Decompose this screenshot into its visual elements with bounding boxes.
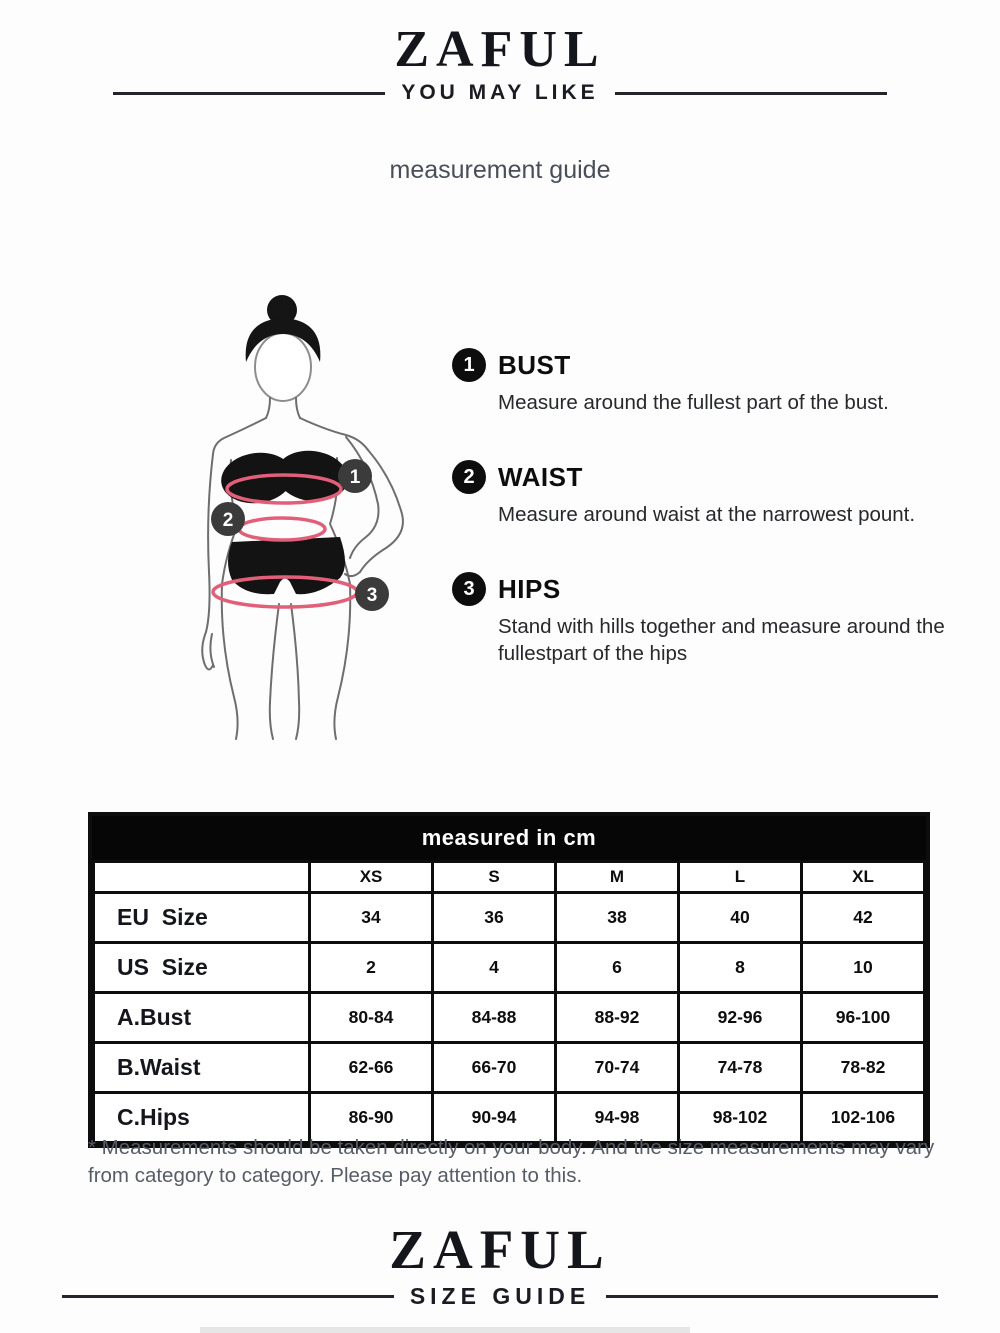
table-cell: 88-92	[554, 991, 680, 1044]
body-figure-illustration: 1 2 3	[201, 295, 404, 740]
figure-marker-1-number: 1	[350, 467, 361, 488]
table-row: EU Size 34 36 38 40 42	[91, 891, 927, 944]
figure-marker-3	[355, 577, 389, 611]
column-header: XL	[799, 860, 927, 894]
column-header: S	[431, 860, 558, 894]
measurement-instructions: 1 BUST Measure around the fullest part o…	[452, 348, 972, 711]
number-badge: 1	[452, 348, 486, 382]
table-cell: 90-94	[431, 1091, 558, 1144]
guide-item-description: Stand with hills together and measure ar…	[498, 615, 945, 666]
column-header: XS	[308, 860, 435, 894]
guide-item-head: 2 WAIST	[452, 460, 972, 495]
figure-hair	[245, 318, 321, 362]
guide-item-waist: 2 WAIST Measure around waist at the narr…	[452, 460, 972, 528]
table-cell: 42	[799, 891, 927, 944]
bust-measure-line	[225, 473, 343, 505]
table-cell: 40	[677, 891, 803, 944]
table-cell: 94-98	[554, 1091, 680, 1144]
table-cell: 78-82	[799, 1041, 927, 1094]
brand-logo: ZAFUL	[389, 1219, 611, 1280]
table-cell: 80-84	[308, 991, 435, 1044]
table-cell: 96-100	[799, 991, 927, 1044]
table-cell: 102-106	[799, 1091, 927, 1144]
header-tagline: YOU MAY LIKE	[401, 81, 599, 104]
table-cell: 10	[799, 941, 927, 994]
size-table-title: measured in cm	[92, 816, 926, 860]
guide-item-head: 3 HIPS	[452, 572, 972, 607]
cropped-bottom-strip	[200, 1327, 690, 1333]
divider-line	[606, 1295, 939, 1298]
table-cell: 34	[308, 891, 435, 944]
table-cell: 74-78	[677, 1041, 803, 1094]
figure-shorts	[228, 537, 345, 595]
guide-item-label: BUST	[498, 349, 571, 380]
guide-item-description: Measure around the fullest part of the b…	[498, 391, 889, 414]
number-badge: 2	[452, 460, 486, 495]
divider-line	[614, 91, 887, 95]
guide-item-hips: 3 HIPS Stand with hills together and mea…	[452, 572, 972, 667]
figure-hair-bun	[267, 295, 297, 325]
figure-marker-2-number: 2	[223, 510, 234, 531]
figure-marker-2	[211, 502, 245, 536]
table-cell: 70-74	[554, 1041, 680, 1094]
footnote: * Measurements should be taken directly …	[88, 1136, 935, 1188]
table-cell: 6	[554, 941, 680, 994]
table-cell: 92-96	[677, 991, 803, 1044]
table-cell: 38	[554, 891, 680, 944]
guide-item-bust: 1 BUST Measure around the fullest part o…	[452, 348, 972, 416]
table-cell: 66-70	[431, 1041, 558, 1094]
figure-marker-3-number: 3	[367, 585, 378, 606]
figure-marker-1	[338, 459, 372, 493]
page-title: measurement guide	[389, 156, 611, 184]
table-cell: 98-102	[677, 1091, 803, 1144]
header-tagline-row: YOU MAY LIKE	[0, 81, 1000, 105]
table-cell: 36	[431, 891, 558, 944]
table-cell: 84-88	[431, 991, 558, 1044]
table-header-row: XS S M L XL	[91, 860, 927, 894]
row-label: A.Bust	[91, 991, 312, 1044]
table-row: C.Hips 86-90 90-94 94-98 98-102 102-106	[91, 1091, 927, 1144]
guide-item-label: HIPS	[498, 573, 561, 604]
table-row: A.Bust 80-84 84-88 88-92 92-96 96-100	[91, 991, 927, 1044]
footer: ZAFUL SIZE GUIDE	[0, 1220, 1000, 1310]
waist-measure-line	[237, 516, 327, 542]
row-label: US Size	[91, 941, 312, 994]
table-cell: 2	[308, 941, 435, 994]
column-header: M	[554, 860, 680, 894]
divider-line	[113, 91, 386, 95]
row-label: EU Size	[91, 891, 312, 944]
figure-face	[254, 332, 312, 402]
guide-item-head: 1 BUST	[452, 348, 972, 382]
guide-item-label: WAIST	[498, 461, 583, 492]
row-label: B.Waist	[91, 1041, 312, 1094]
table-cell: 86-90	[308, 1091, 435, 1144]
footer-tagline-row: SIZE GUIDE	[0, 1283, 1000, 1310]
footer-tagline: SIZE GUIDE	[409, 1283, 591, 1309]
table-corner-cell	[91, 860, 312, 894]
table-cell: 8	[677, 941, 803, 994]
brand-logo: ZAFUL	[394, 21, 606, 78]
column-header: L	[677, 860, 803, 894]
guide-item-description: Measure around waist at the narrowest po…	[498, 503, 916, 527]
table-row: US Size 2 4 6 8 10	[91, 941, 927, 994]
header: ZAFUL YOU MAY LIKE	[0, 22, 1000, 105]
number-badge: 3	[452, 572, 486, 607]
table-row: B.Waist 62-66 66-70 70-74 74-78 78-82	[91, 1041, 927, 1094]
table-cell: 4	[431, 941, 558, 994]
size-table: measured in cm XS S M L XL EU Size 34	[88, 812, 930, 1148]
hips-measure-line	[211, 575, 359, 609]
table-cell: 62-66	[308, 1041, 435, 1094]
row-label: C.Hips	[91, 1091, 312, 1144]
divider-line	[61, 1295, 394, 1298]
